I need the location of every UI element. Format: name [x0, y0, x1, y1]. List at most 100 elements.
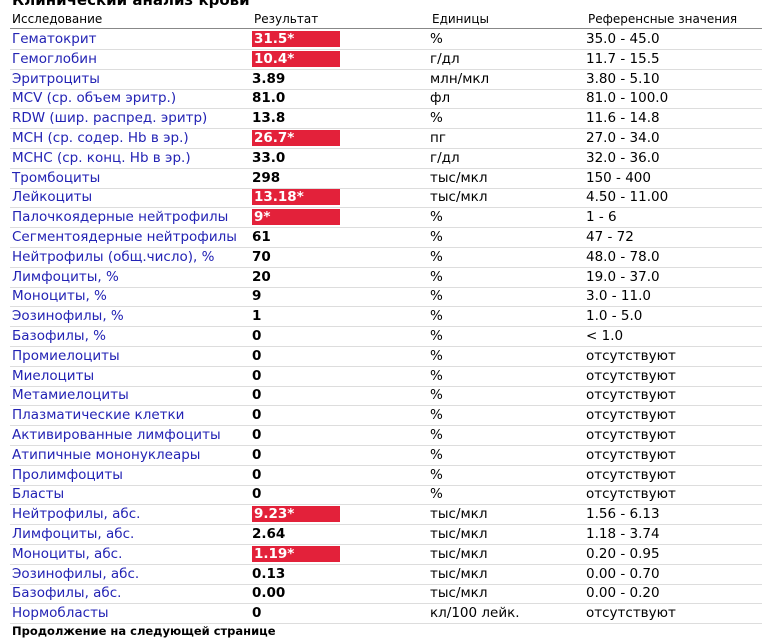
- reference-range: 47 - 72: [586, 229, 634, 245]
- test-name: Нейтрофилы (общ.число), %: [12, 248, 215, 265]
- table-row: MCHC (ср. конц. Hb в эр.) 33.0 г/дл 32.0 - …: [10, 148, 762, 169]
- test-name: Промиелоциты: [12, 347, 120, 364]
- unit: %: [430, 209, 443, 226]
- reference-range: 1 - 6: [586, 209, 617, 226]
- header-cell: Исследование: [12, 12, 103, 26]
- reference-range: 81.0 - 100.0: [586, 90, 669, 107]
- reference-range: отсутствуют: [586, 427, 676, 443]
- unit: %: [430, 347, 443, 364]
- table-row: Метамиелоциты 0% отсутствуют: [10, 385, 762, 407]
- table-row: Нормобласты 0 кл/100 лейк. отсутствуют: [10, 603, 762, 625]
- unit: фл: [430, 90, 451, 107]
- result: 31.5*: [252, 31, 340, 47]
- result: 0: [252, 347, 262, 364]
- reference-range: 1.0 - 5.0: [586, 308, 643, 325]
- unit: %: [430, 407, 443, 424]
- title: Клинический анализ крови: [12, 0, 250, 9]
- unit: %: [430, 308, 443, 325]
- test-name: Базофилы, %: [12, 328, 106, 344]
- table-row: MCV (ср. объем эритр.) 81.0 фл 81.0 - 100.0: [10, 88, 762, 110]
- table-row: Активированные лимфоциты 0% отсутствуют: [10, 425, 762, 446]
- unit: тыс/мкл: [430, 565, 488, 582]
- test-name: Моноциты, абс.: [12, 545, 123, 562]
- unit: %: [430, 31, 443, 47]
- table-row: Палочкоядерные нейтрофилы 9*% 1 - 6: [10, 207, 762, 229]
- reference-range: отсутствуют: [586, 446, 676, 463]
- test-name: Миелоциты: [12, 367, 95, 384]
- reference-range: отсутствуют: [586, 407, 676, 424]
- test-name: Гематокрит: [12, 31, 97, 47]
- table-row: MCH (ср. содер. Hb в эр.) 26.7* пг 27.0 - 3…: [10, 128, 762, 149]
- unit: %: [430, 466, 443, 483]
- result: 13.18*: [252, 189, 340, 206]
- result: 0: [252, 427, 262, 443]
- header-cell: Единицы: [432, 12, 489, 26]
- table-row: Миелоциты 0% отсутствуют: [10, 366, 762, 387]
- test-name: Лимфоциты, %: [12, 268, 119, 285]
- test-name: MCHC (ср. конц. Hb в эр.): [12, 149, 191, 166]
- test-name: Гемоглобин: [12, 50, 97, 67]
- unit: тыс/мкл: [430, 585, 488, 602]
- result: 70: [252, 248, 271, 265]
- test-name: Атипичные мононуклеары: [12, 446, 201, 463]
- reference-range: 1.18 - 3.74: [586, 526, 660, 542]
- reference-range: 32.0 - 36.0: [586, 149, 660, 166]
- result: 3.89: [252, 70, 286, 87]
- table-row: Бласты 0% отсутствуют: [10, 484, 762, 506]
- reference-range: отсутствуют: [586, 387, 676, 404]
- table-row: Лимфоциты, % 20% 19.0 - 37.0: [10, 267, 762, 288]
- test-name: Пролимфоциты: [12, 466, 123, 483]
- result: 0: [252, 446, 262, 463]
- reference-range: 27.0 - 34.0: [586, 130, 660, 146]
- reference-range: 1.56 - 6.13: [586, 506, 660, 523]
- unit: тыс/мкл: [430, 526, 488, 542]
- table-row: Атипичные мононуклеары 0% отсутствуют: [10, 445, 762, 466]
- result: 298: [252, 169, 281, 186]
- result: 0.13: [252, 565, 286, 582]
- table-row: Гематокрит 31.5*% 35.0 - 45.0: [10, 29, 762, 50]
- table-row: Пролимфоциты 0% отсутствуют: [10, 465, 762, 486]
- reference-range: отсутствуют: [586, 466, 676, 483]
- unit: пг: [430, 130, 446, 146]
- table-row: RDW (шир. распред. эритр) 13.8% 11.6 - 14.…: [10, 108, 762, 130]
- table-row: Гемоглобин 10.4* г/дл 11.7 - 15.5: [10, 49, 762, 70]
- result: 33.0: [252, 149, 286, 166]
- test-name: Активированные лимфоциты: [12, 427, 221, 443]
- reference-range: 19.0 - 37.0: [586, 268, 660, 285]
- reference-range: < 1.0: [586, 328, 624, 344]
- unit: %: [430, 248, 443, 265]
- reference-range: 4.50 - 11.00: [586, 189, 669, 206]
- table-row: Лимфоциты, абс. 2.64 тыс/мкл 1.18 - 3.74: [10, 524, 762, 545]
- table-row: Эозинофилы, % 1% 1.0 - 5.0: [10, 306, 762, 328]
- footer: Продолжение на следующей странице: [12, 624, 276, 638]
- reference-range: 11.7 - 15.5: [586, 50, 660, 67]
- result: 81.0: [252, 90, 286, 107]
- result: 13.8: [252, 110, 286, 127]
- result: 9*: [252, 209, 340, 226]
- result: 0: [252, 367, 262, 384]
- table-row: Моноциты, % 9% 3.0 - 11.0: [10, 286, 762, 308]
- reference-range: отсутствуют: [586, 367, 676, 384]
- result: 0: [252, 466, 262, 483]
- reference-range: 35.0 - 45.0: [586, 31, 660, 47]
- unit: %: [430, 229, 443, 245]
- test-name: Метамиелоциты: [12, 387, 129, 404]
- result: 0.00: [252, 585, 286, 602]
- reference-range: отсутствуют: [586, 486, 676, 503]
- result: 0: [252, 407, 262, 424]
- test-name: RDW (шир. распред. эритр): [12, 110, 208, 127]
- test-name: Плазматические клетки: [12, 407, 185, 424]
- result: 1.19*: [252, 545, 340, 562]
- table-row: Сегментоядерные нейтрофилы 61% 47 - 72: [10, 227, 762, 248]
- result: 0: [252, 486, 262, 503]
- result: 1: [252, 308, 262, 325]
- test-name: Бласты: [12, 486, 65, 503]
- unit: г/дл: [430, 149, 460, 166]
- reference-range: 150 - 400: [586, 169, 651, 186]
- unit: тыс/мкл: [430, 189, 488, 206]
- test-name: Палочкоядерные нейтрофилы: [12, 209, 229, 226]
- test-name: Эозинофилы, %: [12, 308, 124, 325]
- table-row: Эозинофилы, абс. 0.13 тыс/мкл 0.00 - 0.70: [10, 564, 762, 585]
- result: 0: [252, 387, 262, 404]
